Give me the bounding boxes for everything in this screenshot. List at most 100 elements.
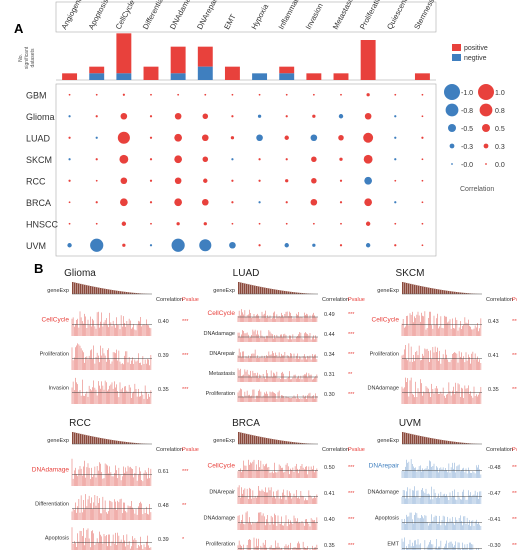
gene-exp-bar <box>88 435 90 444</box>
bubble-dot <box>95 201 98 204</box>
gene-exp-bar <box>114 290 116 294</box>
gene-exp-bar <box>286 291 288 294</box>
bar-positive <box>143 66 159 80</box>
gene-exp-bar <box>116 440 118 444</box>
gene-exp-bar <box>458 292 460 294</box>
column-label: EMT <box>222 12 238 31</box>
gene-exp-bar <box>430 437 432 444</box>
correlation-value: 0.44 <box>324 332 335 338</box>
gene-exp-bar <box>246 433 248 444</box>
bubble-dot <box>394 158 397 161</box>
bubble-dot <box>202 113 209 119</box>
pvalue-stars: *** <box>512 353 517 359</box>
correlation-value: 0.35 <box>324 543 335 549</box>
bubble-dot <box>285 179 289 183</box>
bubble-dot <box>363 154 373 164</box>
size-legend-pos-dot <box>485 163 487 165</box>
pvalue-stars: *** <box>348 465 355 471</box>
correlation-value: -0.48 <box>488 465 501 471</box>
gene-exp-bar <box>90 436 92 444</box>
panel-a-label: A <box>14 21 24 36</box>
gene-exp-bar <box>470 443 472 444</box>
gene-exp-label: geneExp <box>47 438 69 444</box>
bubble-dot <box>95 136 98 139</box>
gene-exp-bar <box>250 434 252 444</box>
gene-exp-bar <box>140 293 142 294</box>
bubble-dot <box>149 136 153 139</box>
gene-exp-bar <box>300 292 302 294</box>
bubble-dot <box>338 114 344 119</box>
bar-positive <box>224 66 240 80</box>
bubble-dot <box>203 222 207 226</box>
pvalue-header: Pvalue <box>348 447 365 453</box>
gene-exp-bar <box>72 282 74 294</box>
gene-exp-bar <box>446 290 448 294</box>
gene-exp-bar <box>258 436 260 444</box>
gene-exp-bar <box>462 292 464 294</box>
score-row-label: CellCycle <box>208 463 236 470</box>
size-legend-neg-dot <box>451 163 453 165</box>
score-row-label: DNArepair <box>369 463 400 470</box>
score-row-label: Apoptosis <box>45 535 69 541</box>
correlation-value: -0.41 <box>488 517 501 523</box>
gene-exp-bar <box>436 439 438 444</box>
column-label: Angiogenesis <box>59 0 88 31</box>
bubble-dot <box>310 198 318 206</box>
bubble-dot <box>68 179 71 182</box>
gene-exp-bar <box>410 283 412 294</box>
correlation-value: 0.41 <box>488 353 499 359</box>
bubble-dot <box>363 132 374 143</box>
score-row-label: DNAdamage <box>204 331 236 337</box>
correlation-value: 0.35 <box>158 387 169 393</box>
gene-exp-bar <box>294 442 296 444</box>
gene-exp-bar <box>252 285 254 294</box>
gene-exp-bar <box>238 282 240 294</box>
pvalue-header: Pvalue <box>348 297 365 303</box>
pvalue-header: Pvalue <box>512 297 517 303</box>
row-label: LUAD <box>26 133 51 143</box>
row-label: SKCM <box>26 155 52 165</box>
bar-positive <box>306 73 322 80</box>
gene-exp-bar <box>414 434 416 444</box>
bubble-dot <box>68 158 71 161</box>
gene-exp-bar <box>248 434 250 444</box>
gene-exp-bar <box>108 439 110 444</box>
bubble-dot <box>394 93 397 96</box>
gene-exp-bar <box>80 283 82 294</box>
subchart-rcc: RCC geneExp Correlation Pvalue DNAdamage 0.61… <box>32 418 199 550</box>
gene-exp-bar <box>278 290 280 294</box>
gene-exp-bar <box>254 435 256 444</box>
gene-exp-bar <box>116 290 118 294</box>
subchart-title: BRCA <box>232 418 260 429</box>
gene-exp-bar <box>302 443 304 444</box>
gene-exp-bar <box>440 439 442 444</box>
bubble-dot <box>199 239 212 252</box>
correlation-value: 0.39 <box>158 353 169 359</box>
column-label: Proliferation <box>358 0 385 31</box>
pvalue-stars: *** <box>348 332 355 338</box>
gene-exp-bar <box>122 441 124 444</box>
bubble-dot <box>340 222 342 225</box>
bar-legend-swatch <box>452 44 461 51</box>
gene-exp-bar <box>76 432 78 444</box>
bubble-dot <box>256 134 263 142</box>
bubble-dot <box>285 158 288 161</box>
gene-exp-bar <box>284 290 286 294</box>
gene-exp-bar <box>418 285 420 294</box>
correlation-value: 0.40 <box>324 517 335 523</box>
bubble-dot <box>311 156 317 162</box>
correlation-header: Correlation <box>156 447 183 453</box>
gene-exp-bar <box>98 287 100 294</box>
pvalue-stars: *** <box>348 517 355 523</box>
bubble-dot <box>176 222 180 226</box>
bubble-dot <box>421 244 424 247</box>
gene-exp-bar <box>242 432 244 444</box>
gene-exp-bar <box>298 292 300 294</box>
gene-exp-bar <box>138 443 140 444</box>
size-legend-pos-dot <box>478 84 494 100</box>
bubble-dot <box>203 178 208 183</box>
gene-exp-bar <box>454 291 456 294</box>
